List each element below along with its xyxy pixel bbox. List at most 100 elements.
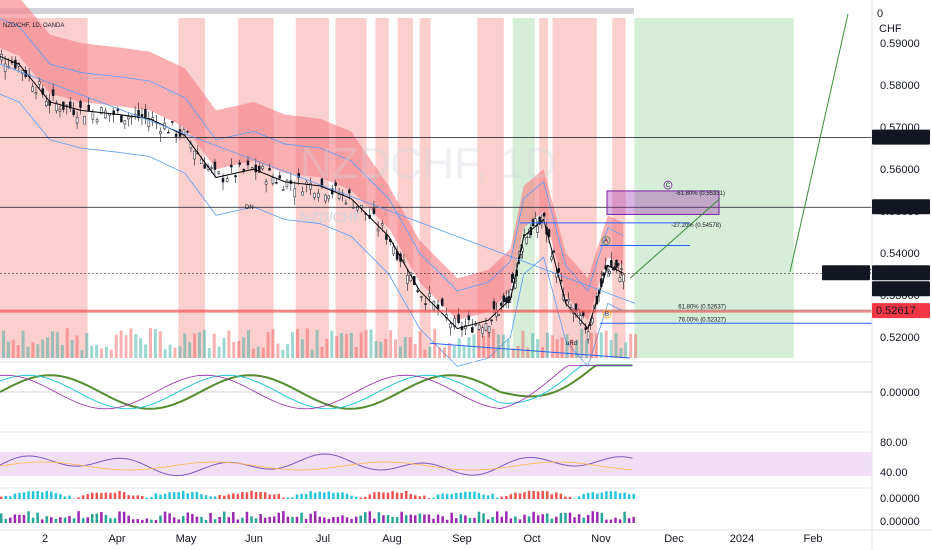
volume-bar (70, 339, 74, 358)
price-tick-0: 0.59000 (880, 38, 920, 50)
time-axis[interactable]: 2 Apr May Jun Jul Aug Sep Oct Nov Dec 2024 Feb (42, 533, 823, 545)
volume-osc-bar (323, 517, 326, 523)
hist-bar (459, 492, 463, 499)
candle-body (285, 179, 289, 187)
hist-bar (436, 494, 440, 499)
volume-osc-bar (377, 512, 381, 523)
candle-body (230, 164, 233, 168)
volume-osc-bar (614, 517, 617, 523)
candle-body (55, 102, 58, 112)
hist-bar (254, 492, 258, 499)
hist-bar (168, 492, 171, 499)
hist-bar (309, 491, 312, 499)
candle-body (453, 318, 456, 328)
volume-bar (330, 330, 334, 358)
hist-bar (18, 492, 21, 499)
candle-body (584, 327, 587, 330)
candle-body (72, 109, 75, 115)
hist-bar (568, 496, 572, 499)
volume-bar (286, 343, 290, 358)
candle-body (337, 193, 341, 199)
volume-bar (51, 331, 54, 358)
hist-bar (81, 495, 85, 499)
candle-body (334, 182, 337, 186)
volume-bar (614, 332, 618, 358)
volume-osc-bar (273, 516, 276, 523)
candle-body (348, 189, 351, 194)
volume-bar (369, 329, 373, 358)
volume-bar (487, 328, 491, 358)
candle-body (542, 212, 546, 217)
candle-body (449, 323, 452, 329)
hist-bar (136, 495, 139, 499)
volume-osc-bar (482, 513, 485, 523)
hist-bar (391, 491, 394, 499)
volume-osc-bar (391, 516, 394, 523)
hist-bar (336, 492, 340, 499)
hist-bar (427, 498, 431, 499)
volume-bar (575, 339, 579, 358)
volume-bar (21, 330, 25, 358)
candle-body (14, 59, 17, 69)
candle-body (261, 166, 264, 170)
volume-bar (168, 344, 172, 358)
time-label-1: Apr (108, 533, 125, 545)
volume-bar (335, 336, 339, 358)
volume-bar (315, 329, 319, 358)
time-label-5: Aug (382, 533, 402, 545)
volume-bar (477, 328, 481, 358)
candle-body (213, 161, 217, 170)
fib-label-1: -27.20% (0.54578) (671, 223, 721, 229)
hist-bar (204, 495, 208, 499)
candle-body (487, 326, 491, 333)
candle-body (95, 119, 99, 123)
volume-bar (590, 332, 593, 358)
volume-osc-bar (627, 518, 631, 523)
tag-bg-countdown (872, 281, 930, 297)
candle-body (416, 290, 419, 293)
hist-bar (418, 496, 422, 499)
hist-bar (40, 492, 44, 499)
volume-osc-bar (118, 511, 121, 523)
candle-body (44, 101, 48, 107)
volume-osc-bar (564, 512, 567, 523)
hist-bar (423, 495, 426, 499)
volume-osc-bar (232, 512, 235, 523)
candle-body (225, 178, 229, 182)
candle-body (83, 116, 86, 125)
hist-bar (586, 492, 590, 499)
volume-osc-bar (600, 512, 604, 523)
candle-body (327, 195, 331, 200)
marker-circle-1 (602, 309, 612, 319)
hist-bar (541, 490, 544, 499)
volume-osc-bar (354, 516, 358, 523)
volume-osc-bar (359, 515, 362, 523)
hist-bar (350, 495, 353, 499)
candle-body (550, 256, 553, 260)
volume-osc-bar (541, 514, 544, 523)
price-axis[interactable]: 0CHF0.590000.580000.570000.560000.550000… (877, 8, 920, 528)
candle-body (75, 117, 79, 124)
candle-body (144, 108, 147, 118)
volume-bar (212, 333, 216, 358)
volume-bar (139, 338, 143, 358)
hist-bar (232, 493, 235, 499)
candle-body (3, 63, 7, 72)
volume-osc-bar (468, 517, 472, 523)
candle-body (123, 120, 127, 125)
hist-bar (491, 493, 494, 499)
ma-line (0, 55, 624, 330)
candle-body (104, 110, 107, 119)
candle-body (271, 177, 275, 184)
volume-bar (320, 346, 324, 358)
volume-bar (202, 329, 206, 358)
candle-body (567, 299, 570, 302)
candle-body (559, 279, 563, 282)
upper-band (0, 18, 624, 292)
candle-body (360, 204, 363, 209)
hist-bar (623, 492, 626, 499)
candle-body (151, 117, 154, 120)
volume-osc-bar (113, 518, 117, 523)
volume-osc-bar (81, 518, 85, 523)
